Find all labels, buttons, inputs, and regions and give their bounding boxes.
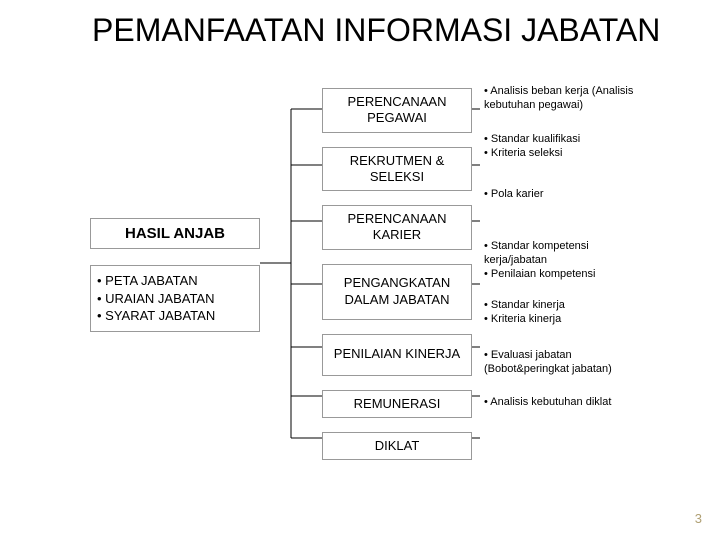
right-note: • Pola karier — [484, 188, 652, 240]
right-note: • Evaluasi jabatan (Bobot&peringkat jaba… — [484, 349, 652, 396]
hasil-item: • SYARAT JABATAN — [97, 307, 253, 325]
right-note: • Standar kompetensi kerja/jabatan • Pen… — [484, 240, 652, 299]
right-note: • Standar kinerja • Kriteria kinerja — [484, 299, 652, 349]
mid-box: PENILAIAN KINERJA — [322, 334, 472, 376]
mid-box: PENGANGKATAN DALAM JABATAN — [322, 264, 472, 320]
mid-box: PERENCANAAN KARIER — [322, 205, 472, 250]
page-title: PEMANFAATAN INFORMASI JABATAN — [92, 12, 660, 49]
right-column: • Analisis beban kerja (Analisis kebutuh… — [484, 85, 652, 426]
mid-box: REKRUTMEN & SELEKSI — [322, 147, 472, 192]
right-note: • Analisis kebutuhan diklat — [484, 396, 652, 426]
mid-box: DIKLAT — [322, 432, 472, 460]
hasil-items-box: • PETA JABATAN • URAIAN JABATAN • SYARAT… — [90, 265, 260, 332]
mid-column: PERENCANAAN PEGAWAI REKRUTMEN & SELEKSI PE… — [322, 88, 472, 474]
left-column: HASIL ANJAB • PETA JABATAN • URAIAN JABA… — [90, 218, 260, 332]
right-note: • Analisis beban kerja (Analisis kebutuh… — [484, 85, 652, 133]
mid-box: PERENCANAAN PEGAWAI — [322, 88, 472, 133]
right-note: • Standar kualifikasi • Kriteria seleksi — [484, 133, 652, 188]
mid-box: REMUNERASI — [322, 390, 472, 418]
hasil-anjab-box: HASIL ANJAB — [90, 218, 260, 249]
page-number: 3 — [695, 511, 702, 526]
hasil-item: • PETA JABATAN — [97, 272, 253, 290]
hasil-item: • URAIAN JABATAN — [97, 290, 253, 308]
